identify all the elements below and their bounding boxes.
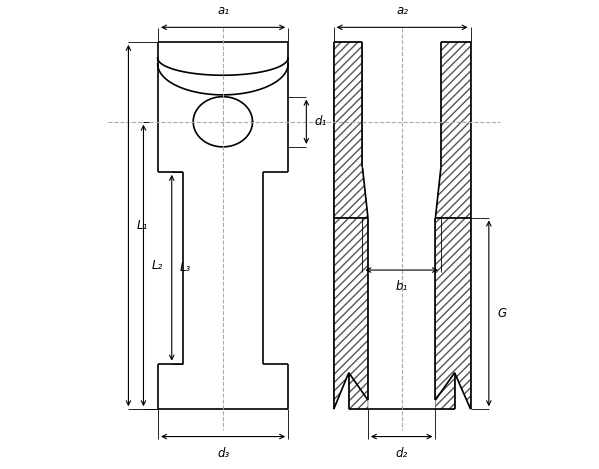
Text: b₁: b₁ (395, 280, 408, 293)
Text: L₂: L₂ (152, 259, 163, 272)
Text: a₁: a₁ (217, 4, 229, 17)
Text: a₂: a₂ (396, 4, 408, 17)
Polygon shape (435, 373, 455, 409)
Text: d₂: d₂ (395, 446, 408, 460)
Text: G: G (497, 307, 506, 320)
Polygon shape (435, 42, 471, 218)
Polygon shape (435, 218, 471, 409)
Text: d₃: d₃ (217, 446, 229, 460)
Polygon shape (334, 218, 368, 409)
Polygon shape (349, 373, 368, 409)
Text: d₁: d₁ (314, 115, 327, 129)
Text: L₁: L₁ (137, 219, 148, 232)
Text: L₃: L₃ (180, 261, 191, 274)
Polygon shape (334, 42, 368, 218)
